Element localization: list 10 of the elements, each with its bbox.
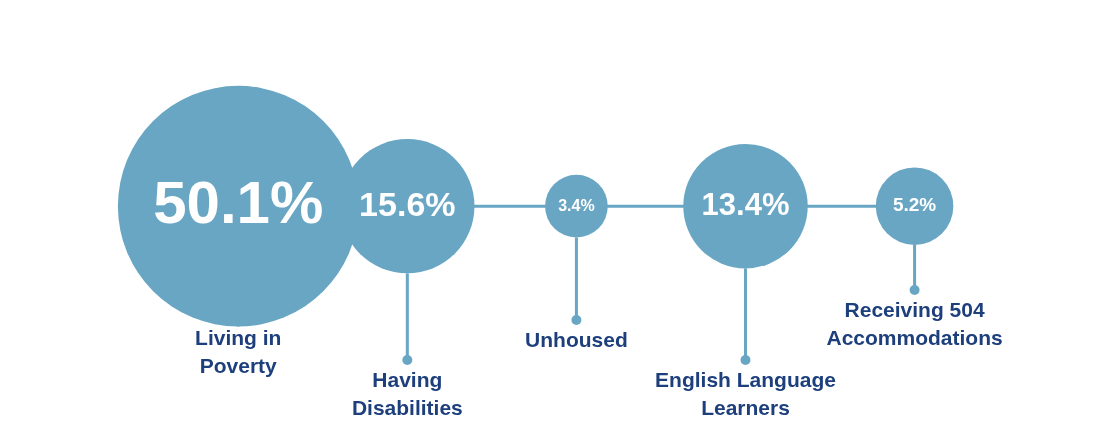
data-label: 13.4% bbox=[701, 186, 790, 222]
category-label: Receiving 504 Accommodations bbox=[826, 298, 1003, 350]
data-label: 50.1% bbox=[153, 168, 324, 236]
data-label: 3.4% bbox=[558, 196, 595, 214]
category-label: Unhoused bbox=[525, 328, 628, 352]
category-label: Living in Poverty bbox=[195, 326, 282, 378]
category-label: Having Disabilities bbox=[351, 368, 463, 420]
data-label: 5.2% bbox=[892, 194, 937, 216]
category-label: English Language Learners bbox=[655, 368, 836, 420]
data-label: 15.6% bbox=[359, 184, 456, 223]
